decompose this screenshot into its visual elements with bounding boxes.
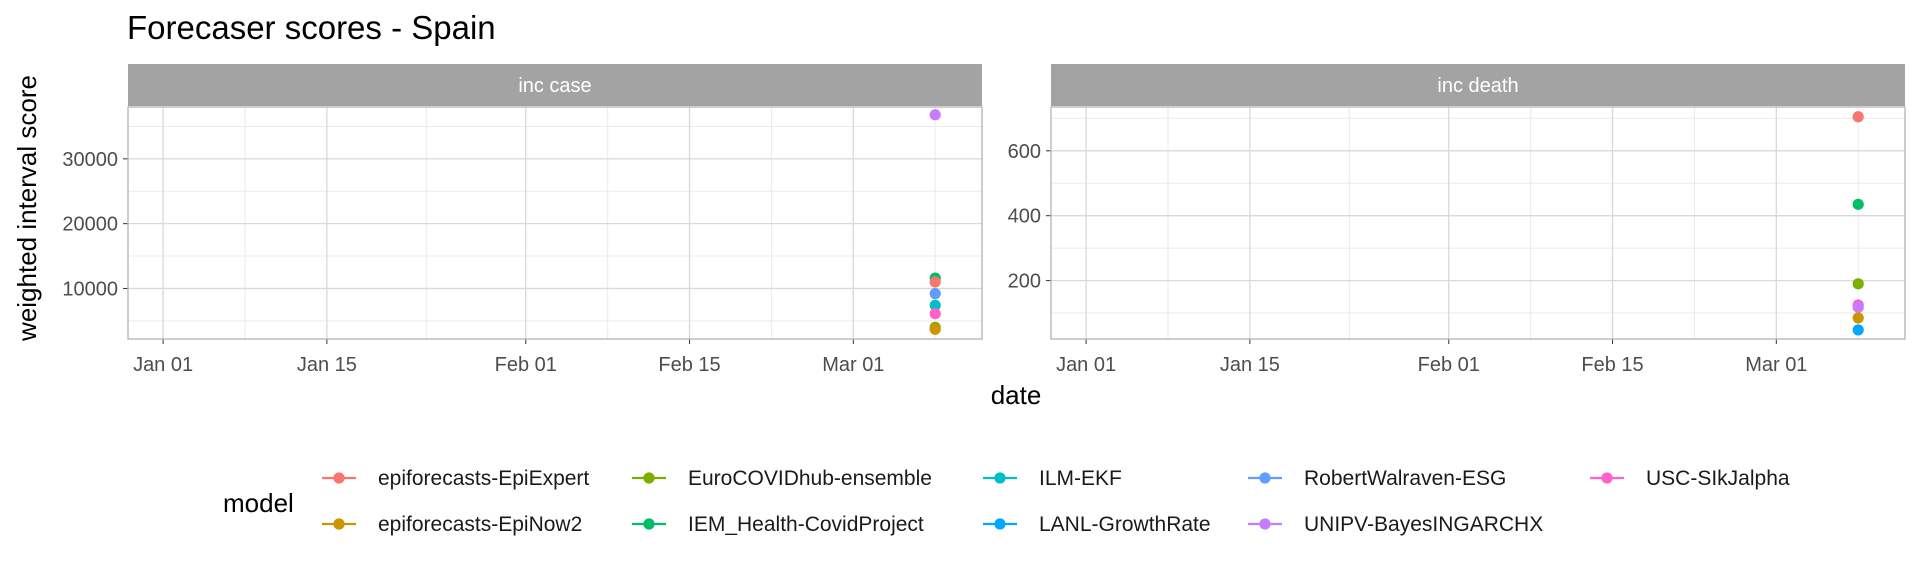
data-point (929, 288, 941, 300)
data-point (1852, 301, 1864, 313)
data-point (929, 109, 941, 121)
legend: model epiforecasts-EpiExpert epiforecasts-… (223, 467, 1790, 536)
legend-item: epiforecasts-EpiExpert (322, 467, 589, 490)
legend-key-point (1259, 518, 1271, 530)
legend-label: epiforecasts-EpiExpert (378, 467, 589, 490)
x-tick-label: Jan 15 (297, 354, 357, 376)
y-tick-label: 10000 (62, 278, 118, 300)
y-axis-title: weighted interval score (12, 75, 42, 342)
y-tick-label: 400 (1008, 206, 1041, 228)
legend-key-point (333, 518, 345, 530)
x-tick-label: Mar 01 (822, 354, 884, 376)
legend-key-point (994, 472, 1006, 484)
legend-item: LANL-GrowthRate (983, 513, 1211, 536)
facet-strip (128, 64, 982, 106)
y-tick-label: 600 (1008, 141, 1041, 163)
x-tick-label: Jan 15 (1220, 354, 1280, 376)
panel-1: inc death 200 400 600 Jan 01 Jan 15 Feb 01 Feb … (1008, 64, 1906, 376)
legend-key-point (643, 472, 655, 484)
legend-label: USC-SIkJalpha (1646, 467, 1790, 490)
legend-label: EuroCOVIDhub-ensemble (688, 467, 932, 490)
facet-strip-label: inc case (518, 75, 591, 97)
legend-item: IEM_Health-CovidProject (632, 513, 924, 536)
data-point (929, 308, 941, 320)
x-tick-label: Feb 01 (495, 354, 557, 376)
legend-item: ILM-EKF (983, 467, 1122, 490)
data-point (1852, 111, 1864, 123)
facet-strip-label: inc death (1437, 75, 1518, 97)
legend-label: RobertWalraven-ESG (1304, 467, 1506, 490)
x-tick-label: Feb 15 (1581, 354, 1643, 376)
legend-item: USC-SIkJalpha (1590, 467, 1790, 490)
legend-item: EuroCOVIDhub-ensemble (632, 467, 932, 490)
panels: inc case 10000 20000 30000 Jan 01 Jan 15 Feb 0… (62, 64, 1906, 376)
legend-label: LANL-GrowthRate (1039, 513, 1211, 536)
data-point (1852, 278, 1864, 290)
legend-title: model (223, 488, 294, 518)
legend-key-point (1601, 472, 1613, 484)
x-tick-label: Feb 15 (658, 354, 720, 376)
data-point (929, 299, 941, 311)
legend-label: epiforecasts-EpiNow2 (378, 513, 582, 536)
data-point (1852, 198, 1864, 210)
y-tick-label: 30000 (62, 149, 118, 171)
panel-0: inc case 10000 20000 30000 Jan 01 Jan 15 Feb 0… (62, 64, 983, 376)
y-tick-label: 200 (1008, 271, 1041, 293)
data-point (929, 276, 941, 288)
legend-key-point (333, 472, 345, 484)
legend-label: ILM-EKF (1039, 467, 1122, 490)
facet-strip (1051, 64, 1905, 106)
x-tick-label: Mar 01 (1745, 354, 1807, 376)
x-axis-title: date (991, 380, 1042, 410)
x-tick-label: Jan 01 (1056, 354, 1116, 376)
x-tick-label: Jan 01 (133, 354, 193, 376)
legend-key-point (643, 518, 655, 530)
legend-key-point (994, 518, 1006, 530)
panel-border (1050, 106, 1906, 340)
data-point (1852, 312, 1864, 324)
y-tick-label: 20000 (62, 214, 118, 236)
legend-key-point (1259, 472, 1271, 484)
legend-item: RobertWalraven-ESG (1248, 467, 1506, 490)
panel-border (127, 106, 983, 340)
legend-item: UNIPV-BayesINGARCHX (1248, 513, 1543, 536)
x-tick-label: Feb 01 (1418, 354, 1480, 376)
legend-label: UNIPV-BayesINGARCHX (1304, 513, 1543, 536)
chart-title: Forecaser scores - Spain (127, 9, 496, 46)
legend-item: epiforecasts-EpiNow2 (322, 513, 582, 536)
legend-label: IEM_Health-CovidProject (688, 513, 924, 536)
plot-area (1051, 107, 1905, 339)
data-point (929, 323, 941, 335)
data-point (1852, 324, 1864, 336)
